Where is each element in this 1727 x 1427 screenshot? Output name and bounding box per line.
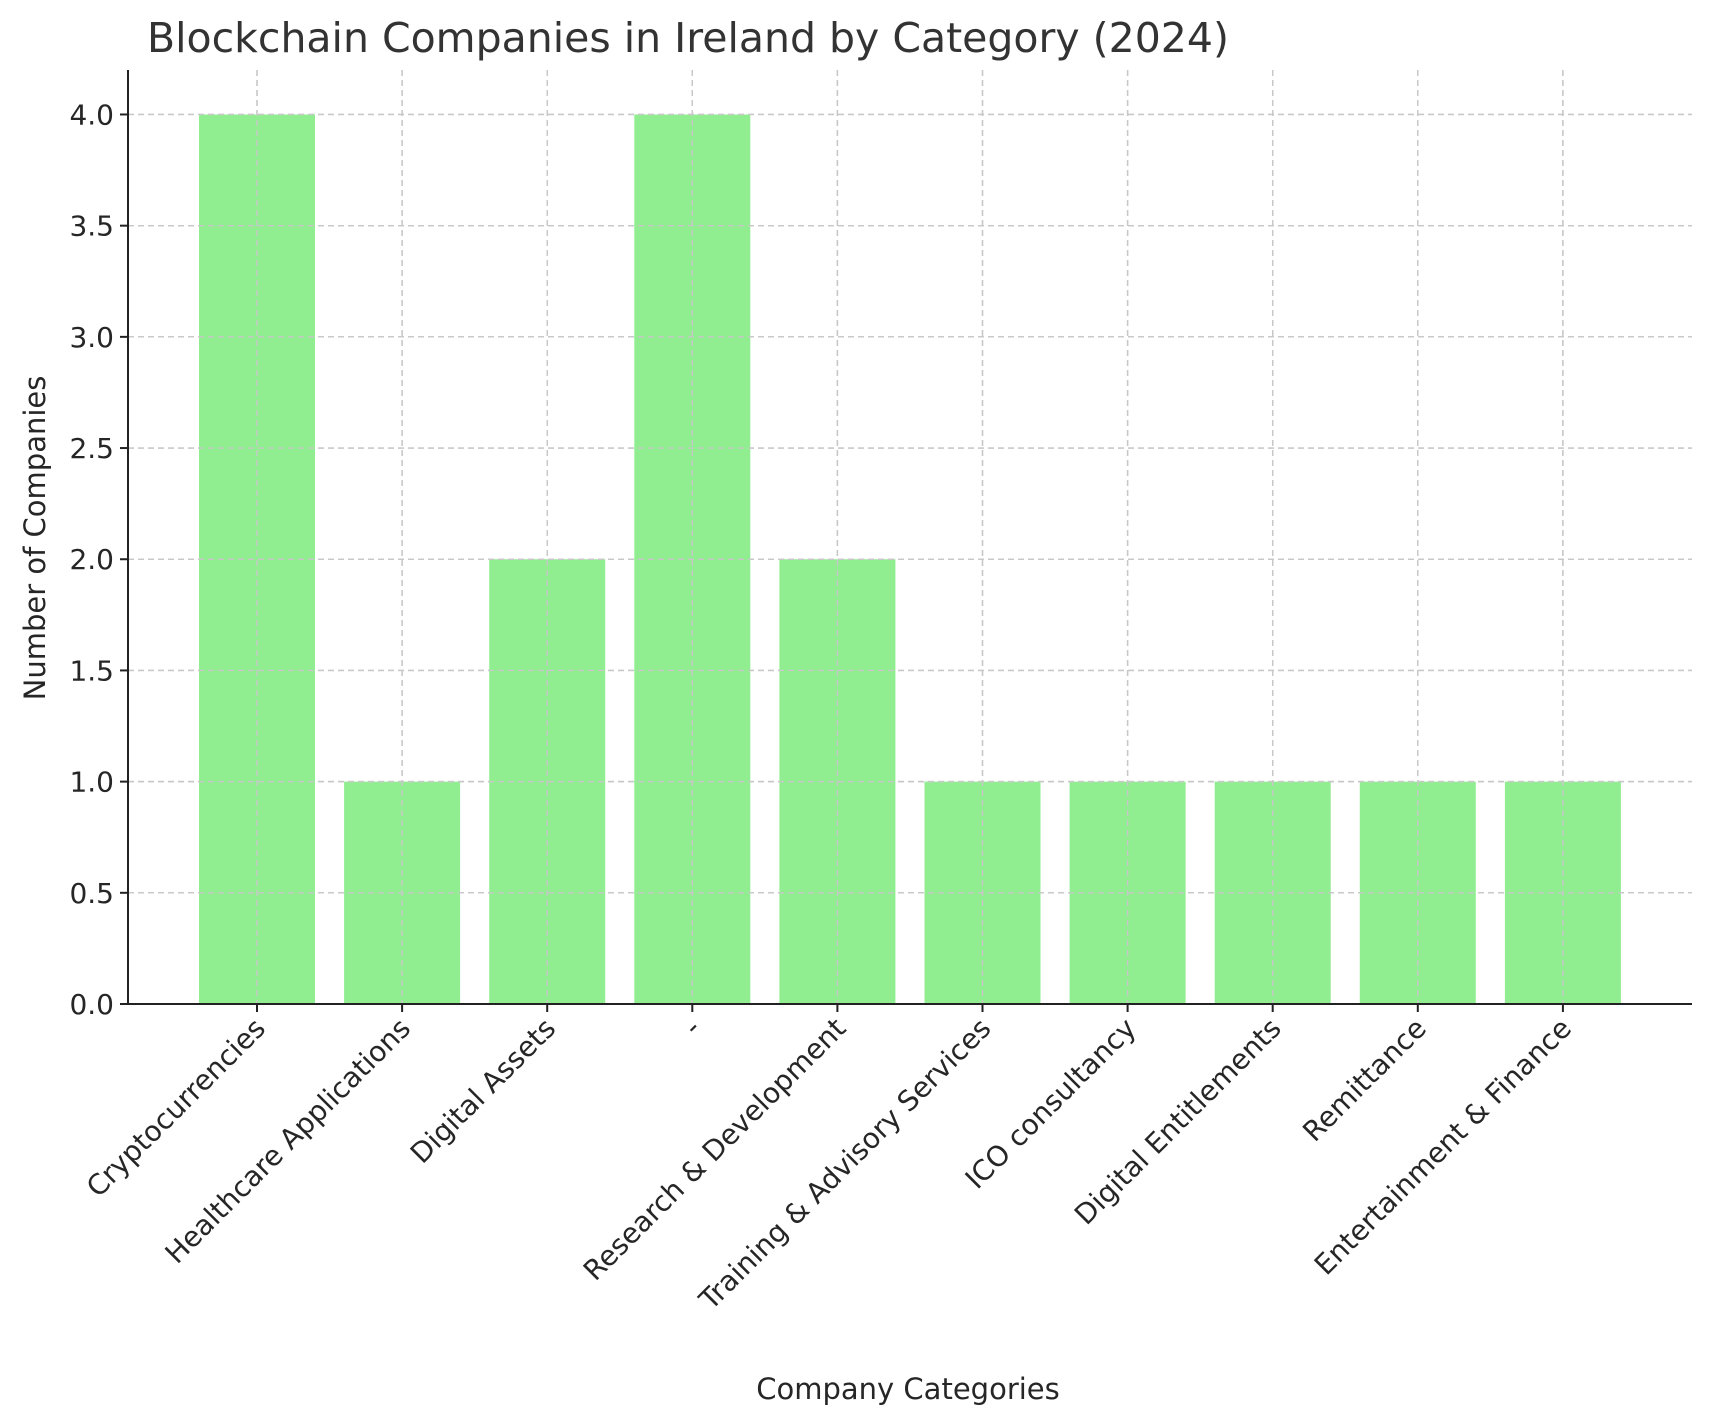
x-tick-label: - [677,1012,707,1042]
y-tick-label: 2.0 [69,543,114,576]
y-tick-label: 0.5 [69,877,114,910]
x-tick-label: Digital Assets [404,1012,562,1170]
y-tick-label: 0.0 [69,988,114,1021]
y-tick-label: 3.5 [69,210,114,243]
x-tick-label: Remittance [1296,1012,1432,1148]
y-tick-label: 3.0 [69,321,114,354]
y-axis-title: Number of Companies [18,376,52,701]
chart-title: Blockchain Companies in Ireland by Categ… [147,14,1229,62]
y-tick-label: 4.0 [69,98,114,131]
x-tick-label: Research & Development [577,1012,852,1287]
x-axis-title: Company Categories [756,1372,1060,1406]
x-tick-label: Entertainment & Finance [1308,1012,1578,1282]
y-tick-label: 1.0 [69,766,114,799]
x-tick-label: Healthcare Applications [159,1012,417,1270]
y-tick-label: 2.5 [69,432,114,465]
x-tick-label: Training & Advisory Services [692,1012,997,1317]
y-tick-label: 1.5 [69,654,114,687]
bars-layer [128,70,1692,1005]
